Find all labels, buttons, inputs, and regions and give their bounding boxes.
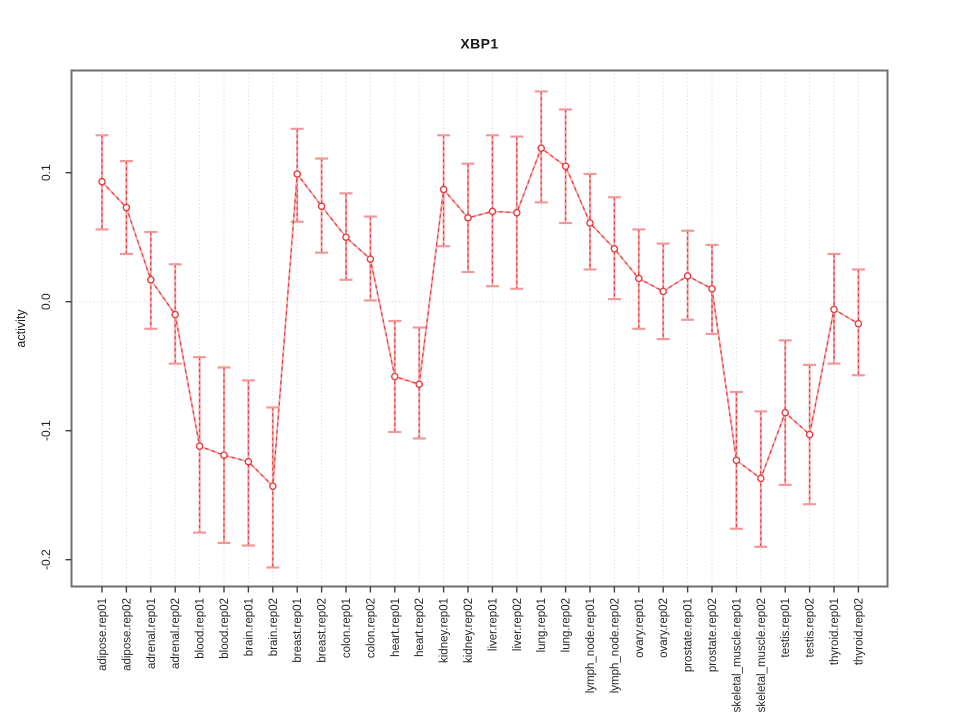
x-tick-label: lymph_node.rep01 — [585, 598, 597, 693]
x-tick-label: prostate.rep01 — [683, 598, 695, 672]
x-tick-label: lung.rep02 — [561, 598, 573, 652]
x-tick-label: lung.rep01 — [536, 598, 548, 652]
x-tick-label: adipose.rep02 — [121, 598, 133, 671]
x-tick-label: liver.rep01 — [487, 598, 499, 651]
y-tick-label: 0.1 — [39, 164, 53, 181]
data-point — [244, 457, 253, 466]
x-tick-label: breast.rep01 — [292, 598, 304, 663]
data-point — [488, 207, 497, 216]
data-point — [610, 245, 619, 253]
x-tick-label: testis.rep01 — [780, 598, 792, 657]
x-tick-label: heart.rep01 — [390, 598, 402, 657]
x-tick-label: kidney.rep02 — [463, 598, 475, 663]
data-point — [586, 219, 594, 227]
data-point — [683, 272, 692, 280]
data-point — [366, 255, 375, 263]
data-point — [537, 144, 546, 152]
data-point — [293, 170, 302, 178]
x-tick-label: colon.rep02 — [365, 598, 377, 658]
x-tick-label: ovary.rep02 — [658, 598, 670, 658]
data-point — [708, 284, 716, 293]
x-tick-label: skeletal_muscle.rep02 — [756, 598, 768, 712]
x-tick-label: thyroid.rep01 — [829, 598, 841, 665]
data-point — [464, 214, 472, 222]
data-point — [757, 474, 765, 483]
x-tick-label: ovary.rep01 — [634, 598, 646, 658]
data-point — [98, 177, 106, 186]
x-tick-label: kidney.rep01 — [439, 598, 451, 663]
data-point — [317, 202, 326, 211]
x-tick-label: lymph_node.rep02 — [609, 598, 621, 693]
data-point — [342, 233, 350, 241]
x-tick-label: adipose.rep01 — [97, 598, 109, 671]
y-tick-label: 0.0 — [39, 293, 53, 310]
chart-title: XBP1 — [460, 36, 498, 52]
data-point — [122, 203, 131, 212]
data-point — [635, 274, 643, 283]
data-point — [830, 305, 838, 314]
data-point — [268, 482, 277, 490]
x-tick-label: blood.rep01 — [195, 598, 207, 659]
data-points — [98, 144, 863, 490]
y-axis: 0.1 0.0 -0.1 -0.2 — [39, 164, 72, 570]
data-point — [390, 372, 399, 381]
data-point — [732, 456, 741, 465]
data-point — [220, 451, 228, 460]
data-point — [561, 162, 570, 171]
y-tick-label: -0.1 — [39, 420, 53, 441]
x-axis: adipose.rep01 adipose.rep02 adrenal.rep01 a… — [97, 586, 865, 712]
error-bars — [95, 90, 865, 569]
x-tick-label: adrenal.rep01 — [146, 598, 158, 669]
x-tick-label: skeletal_muscle.rep01 — [731, 598, 743, 712]
x-tick-label: adrenal.rep02 — [170, 598, 182, 669]
data-point — [171, 310, 179, 319]
data-point — [805, 430, 814, 439]
x-tick-label: liver.rep02 — [512, 598, 524, 651]
x-tick-label: breast.rep02 — [317, 598, 329, 663]
x-tick-label: testis.rep02 — [805, 598, 817, 657]
x-tick-label: prostate.rep02 — [707, 598, 719, 672]
x-tick-label: brain.rep02 — [268, 598, 280, 656]
series-line — [101, 147, 859, 488]
plot-area: 0.1 0.0 -0.1 -0.2 adipose.rep01 adipose.rep02… — [39, 69, 889, 712]
plot-border — [70, 69, 889, 588]
x-tick-label: thyroid.rep02 — [853, 598, 865, 665]
y-axis-label: activity — [14, 309, 28, 348]
y-tick-label: -0.2 — [39, 549, 53, 570]
x-tick-label: colon.rep01 — [341, 598, 353, 658]
data-point — [439, 185, 448, 194]
data-point — [195, 442, 204, 450]
data-point — [854, 319, 863, 328]
data-point — [781, 408, 790, 417]
data-point — [146, 275, 155, 284]
x-tick-label: blood.rep02 — [219, 598, 231, 659]
data-point — [415, 380, 424, 389]
x-tick-label: heart.rep02 — [414, 598, 426, 657]
x-tick-label: brain.rep01 — [243, 598, 255, 656]
data-point — [513, 208, 521, 217]
data-point — [659, 287, 668, 296]
